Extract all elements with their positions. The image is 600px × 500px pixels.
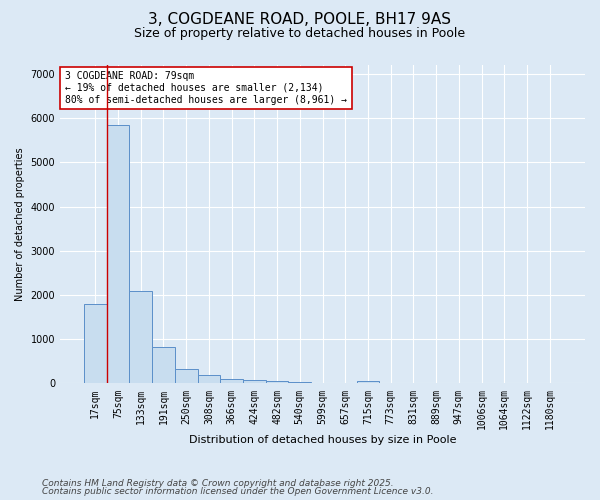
Bar: [356, 381, 379, 384]
Bar: [334, 383, 356, 384]
Bar: [84, 304, 107, 384]
Text: Contains HM Land Registry data © Crown copyright and database right 2025.: Contains HM Land Registry data © Crown c…: [42, 478, 394, 488]
Bar: [152, 347, 175, 384]
Bar: [289, 382, 311, 384]
Bar: [266, 381, 289, 384]
Bar: [243, 380, 266, 384]
Text: Size of property relative to detached houses in Poole: Size of property relative to detached ho…: [134, 28, 466, 40]
Text: Contains public sector information licensed under the Open Government Licence v3: Contains public sector information licen…: [42, 487, 433, 496]
Text: 3, COGDEANE ROAD, POOLE, BH17 9AS: 3, COGDEANE ROAD, POOLE, BH17 9AS: [149, 12, 452, 28]
Bar: [130, 290, 152, 384]
Bar: [175, 369, 197, 384]
Bar: [220, 378, 243, 384]
Bar: [107, 124, 130, 384]
Text: 3 COGDEANE ROAD: 79sqm
← 19% of detached houses are smaller (2,134)
80% of semi-: 3 COGDEANE ROAD: 79sqm ← 19% of detached…: [65, 72, 347, 104]
X-axis label: Distribution of detached houses by size in Poole: Distribution of detached houses by size …: [189, 435, 456, 445]
Bar: [197, 375, 220, 384]
Y-axis label: Number of detached properties: Number of detached properties: [15, 148, 25, 301]
Bar: [311, 382, 334, 384]
